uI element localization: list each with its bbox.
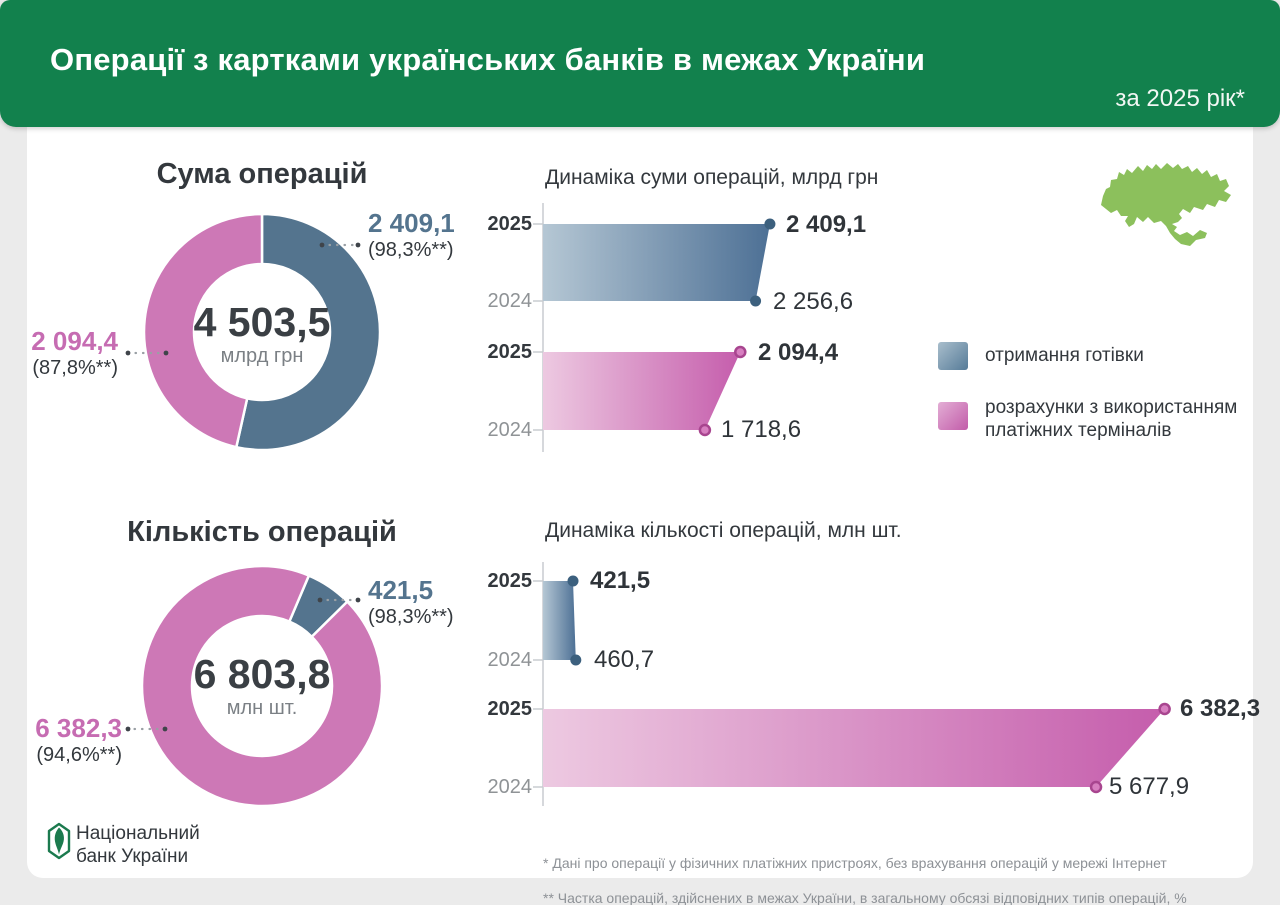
year-label: 2024	[487, 419, 533, 441]
donut-count-title: Кількість операцій	[127, 516, 397, 548]
donut-count-terminal-value: 6 382,3	[35, 713, 122, 743]
footnote-1: * Дані про операції у фізичних платіжних…	[543, 854, 1167, 871]
donut-sum-terminal-callout: 2 094,4 (87,8%**)	[28, 327, 118, 381]
header: Операції з картками українських банків в…	[0, 0, 1280, 127]
year-label: 2025	[487, 341, 533, 363]
donut-sum-center: 4 503,5 млрд грн	[142, 301, 382, 370]
year-label: 2025	[487, 213, 533, 235]
donut-count-cash-share: (98,3%**)	[368, 606, 454, 628]
donut-sum-total: 4 503,5	[193, 299, 331, 345]
donut-sum-terminal-value: 2 094,4	[31, 326, 118, 356]
footnote-2: ** Частка операцій, здійснених в межах У…	[543, 889, 1187, 905]
value-label: 5 677,9	[1109, 773, 1190, 800]
donut-sum-terminal-share: (87,8%**)	[32, 357, 118, 379]
donut-count-center: 6 803,8 млн шт.	[142, 653, 382, 722]
year-label: 2024	[487, 776, 533, 798]
value-label: 2 256,6	[773, 288, 854, 315]
year-label: 2025	[487, 698, 533, 720]
legend-swatch-terminals	[938, 402, 968, 430]
donut-sum-cash-value: 2 409,1	[368, 208, 455, 238]
value-label: 421,5	[590, 567, 651, 594]
donut-sum-unit: млрд грн	[220, 345, 304, 367]
value-label: 2 094,4	[758, 339, 839, 366]
donut-count-cash-callout: 421,5 (98,3%**)	[368, 576, 454, 630]
nbu-logo-icon	[47, 822, 71, 860]
legend-label-terminals: розрахунки з використанням платіжних тер…	[985, 397, 1238, 441]
donut-count-total: 6 803,8	[193, 651, 331, 697]
sum-dynamics-title: Динаміка суми операцій, млрд грн	[545, 166, 879, 189]
page-title: Операції з картками українських банків в…	[50, 42, 926, 77]
donut-count-terminal-share: (94,6%**)	[36, 744, 122, 766]
donut-count-terminal-callout: 6 382,3 (94,6%**)	[28, 714, 122, 768]
donut-count-unit: млн шт.	[226, 697, 298, 719]
donut-sum-title: Сума операцій	[156, 158, 368, 190]
legend-item-cash: отримання готівки	[938, 342, 1144, 370]
legend-item-terminals: розрахунки з використанням платіжних тер…	[938, 397, 1237, 442]
header-subtitle: за 2025 рік*	[1115, 85, 1245, 112]
ukraine-map-icon	[1101, 163, 1231, 246]
footnotes: * Дані про операції у фізичних платіжних…	[543, 837, 1187, 905]
year-label: 2024	[487, 649, 533, 671]
legend-label-cash: отримання готівки	[985, 345, 1144, 366]
count-dynamics-title: Динаміка кількості операцій, млн шт.	[545, 519, 902, 542]
donut-sum-cash-callout: 2 409,1 (98,3%**)	[368, 209, 455, 263]
legend-swatch-cash	[938, 342, 968, 370]
value-label: 2 409,1	[786, 211, 867, 238]
nbu-logo-text: Національний банк України	[76, 823, 200, 867]
year-label: 2025	[487, 570, 533, 592]
donut-sum-cash-share: (98,3%**)	[368, 239, 454, 261]
donut-count-cash-value: 421,5	[368, 575, 434, 605]
year-label: 2024	[487, 290, 533, 312]
value-label: 460,7	[594, 646, 655, 673]
value-label: 6 382,3	[1180, 695, 1261, 722]
value-label: 1 718,6	[721, 416, 802, 443]
